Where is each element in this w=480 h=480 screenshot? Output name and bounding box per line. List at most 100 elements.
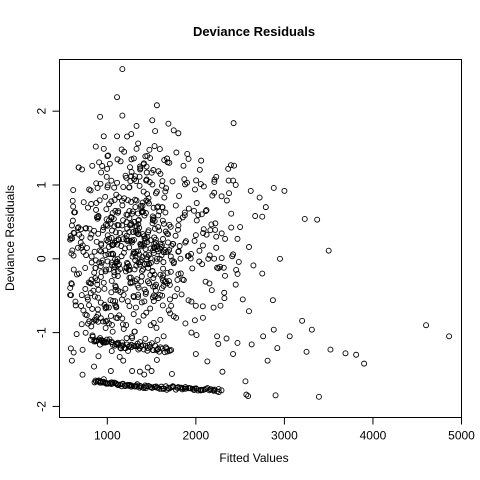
data-point <box>181 176 188 183</box>
data-point <box>143 176 150 183</box>
data-point <box>103 266 110 273</box>
data-point <box>122 268 129 275</box>
data-point <box>210 304 217 311</box>
data-point <box>206 252 213 259</box>
plot-frame <box>59 59 462 418</box>
data-point <box>205 255 212 262</box>
data-point <box>153 239 159 246</box>
data-point <box>174 286 181 293</box>
data-point <box>286 333 293 340</box>
data-point <box>135 259 142 266</box>
data-point <box>149 213 156 220</box>
data-point <box>84 296 91 303</box>
data-point <box>108 198 115 205</box>
data-point <box>114 156 121 163</box>
data-point <box>169 257 176 264</box>
data-point <box>129 279 136 286</box>
data-point <box>160 220 167 227</box>
data-point <box>203 231 210 238</box>
data-point <box>174 276 181 283</box>
data-point <box>160 265 167 272</box>
x-tick-label-1000: 1000 <box>94 429 121 443</box>
data-point <box>102 318 109 325</box>
data-point <box>215 340 222 347</box>
data-point <box>132 204 139 210</box>
x-tick-label-5000: 5000 <box>448 429 475 443</box>
data-point <box>225 177 232 184</box>
data-point <box>130 250 137 257</box>
data-point <box>144 254 151 261</box>
data-point <box>192 232 199 239</box>
data-point <box>159 204 166 211</box>
data-point <box>102 325 109 332</box>
data-point <box>108 289 115 296</box>
data-point <box>149 181 156 188</box>
data-point <box>78 292 85 299</box>
data-point <box>152 287 159 294</box>
data-point <box>108 259 115 266</box>
data-point <box>95 230 102 237</box>
data-point <box>218 230 225 237</box>
data-point <box>150 292 157 299</box>
data-point <box>96 247 103 254</box>
data-point <box>212 220 219 227</box>
data-point <box>68 357 75 364</box>
data-point <box>203 207 210 214</box>
data-point <box>96 159 103 166</box>
data-point <box>160 259 167 266</box>
data-point <box>68 292 74 299</box>
data-point <box>112 298 119 305</box>
data-point <box>124 225 131 232</box>
data-point <box>303 348 310 355</box>
data-point <box>140 346 147 353</box>
data-point <box>133 145 140 152</box>
data-point <box>129 368 136 374</box>
data-point <box>215 386 222 393</box>
data-point <box>232 182 239 188</box>
data-point <box>235 258 242 265</box>
data-point <box>131 266 138 273</box>
data-point <box>67 232 74 239</box>
data-point <box>110 251 117 258</box>
data-point <box>108 348 115 355</box>
data-point <box>141 371 148 378</box>
data-point <box>112 286 119 293</box>
data-point <box>92 143 99 150</box>
data-point <box>104 182 111 189</box>
data-point <box>93 314 100 320</box>
data-point <box>175 222 182 229</box>
data-point <box>119 339 125 346</box>
data-point <box>135 346 142 353</box>
data-point <box>165 239 171 246</box>
data-point <box>133 122 140 129</box>
data-point <box>99 337 105 344</box>
data-point <box>136 182 143 189</box>
data-point <box>299 317 306 324</box>
data-point <box>162 209 169 216</box>
data-point <box>185 205 192 212</box>
data-point <box>191 207 197 214</box>
data-point <box>171 293 178 300</box>
data-point <box>128 344 135 351</box>
data-point <box>140 242 147 249</box>
data-point <box>221 295 228 302</box>
data-point <box>97 274 104 280</box>
data-point <box>153 102 160 109</box>
data-point <box>169 178 176 185</box>
data-point <box>104 153 111 160</box>
data-point <box>165 120 172 127</box>
data-point <box>106 160 113 167</box>
data-point <box>112 207 119 214</box>
data-point <box>155 224 162 231</box>
data-point <box>134 282 141 289</box>
data-point <box>97 113 104 120</box>
data-point <box>156 245 163 252</box>
data-point <box>281 187 288 194</box>
data-point <box>177 270 184 277</box>
data-point <box>144 152 151 159</box>
data-point <box>161 157 168 163</box>
data-point <box>150 319 157 326</box>
data-point <box>108 214 115 221</box>
data-point <box>141 298 148 305</box>
data-point <box>325 247 332 254</box>
